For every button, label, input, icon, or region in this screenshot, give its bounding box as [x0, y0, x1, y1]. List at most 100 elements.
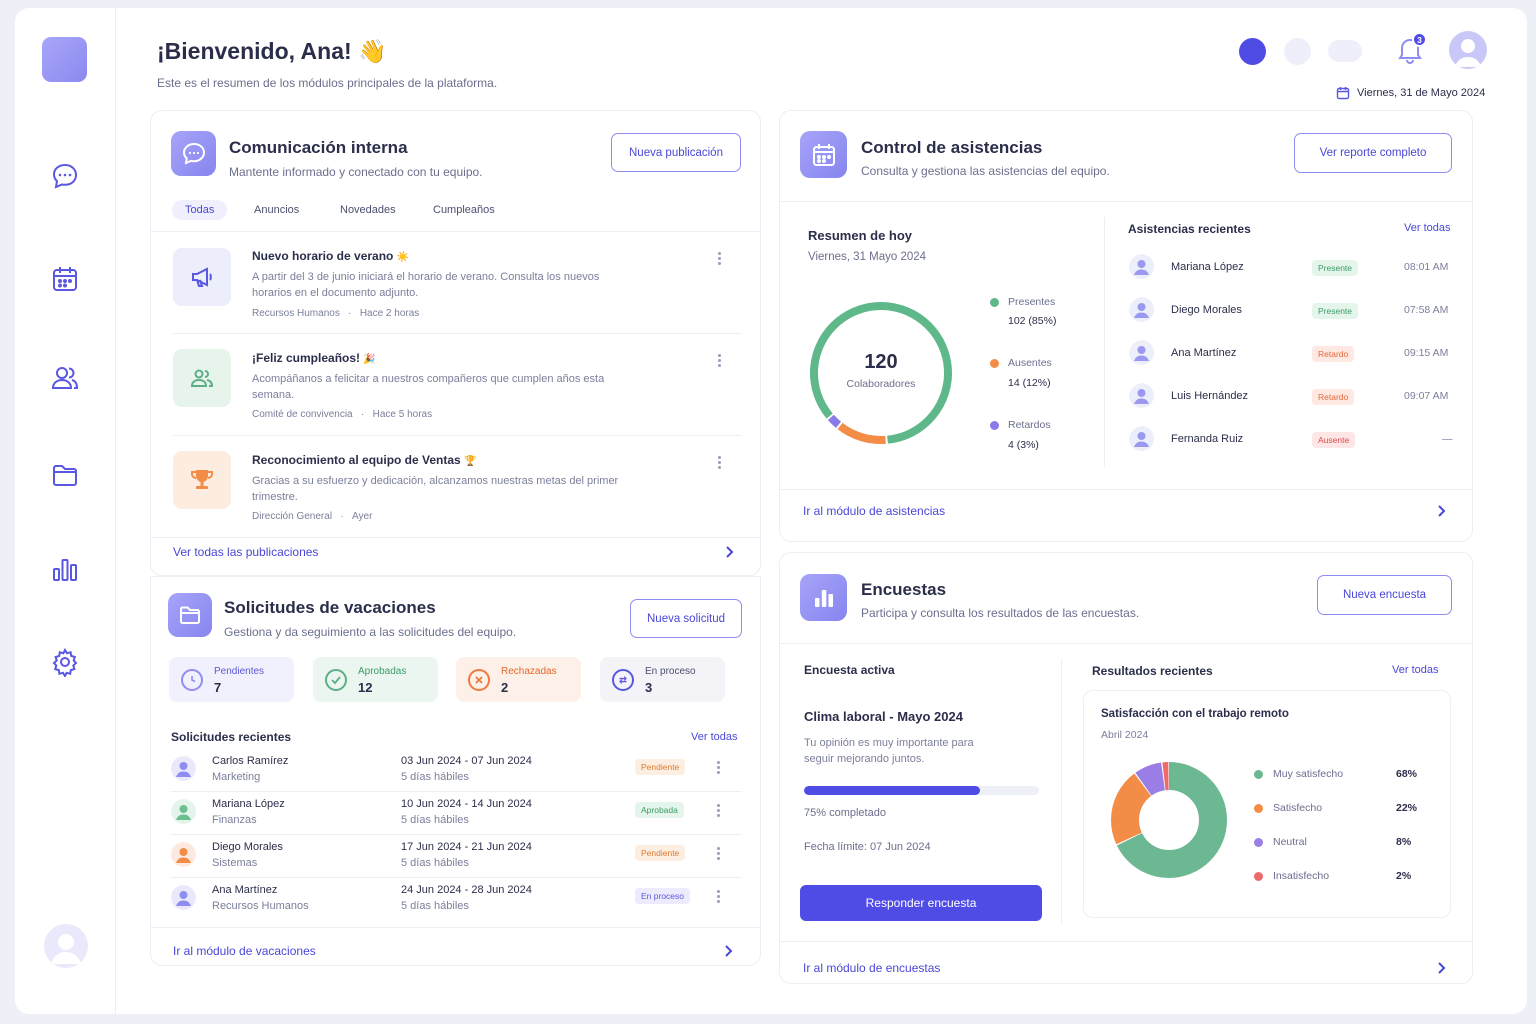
date-calendar-icon — [1336, 87, 1350, 100]
current-date: Viernes, 31 de Mayo 2024 — [1336, 86, 1485, 100]
summary-date: Viernes, 31 Mayo 2024 — [808, 251, 927, 263]
card-title: Control de asistencias — [861, 138, 1043, 157]
card-subtitle: Gestiona y da seguimiento a las solicitu… — [224, 625, 517, 639]
stat-pending[interactable]: Pendientes 7 — [169, 657, 294, 702]
toggle-pill[interactable] — [1328, 40, 1362, 62]
legend-dot — [1254, 838, 1263, 847]
header-avatar[interactable] — [1449, 31, 1487, 69]
bar-chart-icon — [800, 574, 847, 621]
card-title: Encuestas — [861, 580, 947, 599]
new-survey-button[interactable]: Nueva encuesta — [1317, 575, 1452, 615]
post-title[interactable]: Reconocimiento al equipo de Ventas 🏆 — [252, 453, 477, 467]
tab-novedades[interactable]: Novedades — [340, 204, 396, 216]
avatar — [1129, 297, 1157, 325]
wave-emoji: 👋 — [358, 38, 387, 64]
attendance-card: Control de asistencias Consulta y gestio… — [779, 110, 1473, 542]
bar-chart-icon[interactable] — [49, 553, 81, 585]
summary-title: Resumen de hoy — [808, 228, 913, 243]
see-all-results-link[interactable]: Ver todas — [1392, 664, 1439, 676]
people-icon — [173, 349, 231, 407]
card-title: Solicitudes de vacaciones — [224, 598, 436, 617]
gear-icon[interactable] — [49, 646, 81, 678]
tab-anuncios[interactable]: Anuncios — [254, 204, 300, 216]
status-badge: Pendiente — [635, 759, 686, 775]
attendance-time: 09:15 AM — [1404, 347, 1449, 359]
attendance-status-badge: Ausente — [1312, 432, 1356, 448]
avatar — [171, 799, 196, 824]
post-meta: Recursos Humanos · Hace 2 horas — [252, 308, 420, 319]
folder-icon[interactable] — [49, 459, 81, 491]
attendance-time: 08:01 AM — [1404, 261, 1449, 273]
request-name: Diego Morales — [212, 841, 283, 853]
see-all-requests-link[interactable]: Ver todas — [691, 731, 738, 743]
post-menu-icon[interactable] — [715, 353, 723, 369]
see-all-attendance-link[interactable]: Ver todas — [1404, 222, 1451, 234]
respond-survey-button[interactable]: Responder encuesta — [800, 885, 1042, 921]
theme-dot-primary[interactable] — [1239, 38, 1266, 65]
attendance-name: Luis Hernández — [1171, 390, 1249, 402]
x-circle-icon — [468, 669, 490, 691]
avatar — [1129, 383, 1157, 411]
post-title[interactable]: ¡Feliz cumpleaños! 🎉 — [252, 351, 376, 365]
theme-dot-light[interactable] — [1284, 38, 1311, 65]
attendance-name: Diego Morales — [1171, 304, 1242, 316]
users-icon[interactable] — [49, 362, 81, 394]
result-name: Satisfacción con el trabajo remoto — [1101, 708, 1289, 720]
legend-dot — [1254, 770, 1263, 779]
attendance-status-badge: Presente — [1312, 303, 1359, 319]
chevron-right-icon[interactable] — [1437, 504, 1447, 521]
attendance-time: — — [1442, 433, 1453, 445]
request-menu-icon[interactable] — [714, 846, 722, 862]
tab-cumpleanos[interactable]: Cumpleaños — [433, 204, 495, 216]
request-menu-icon[interactable] — [714, 760, 722, 776]
user-avatar[interactable] — [44, 924, 88, 968]
stat-approved[interactable]: Aprobadas 12 — [313, 657, 438, 702]
divider — [151, 231, 760, 232]
go-surveys-module-link[interactable]: Ir al módulo de encuestas — [803, 961, 941, 975]
avatar — [171, 756, 196, 781]
request-menu-icon[interactable] — [714, 803, 722, 819]
trophy-icon — [173, 451, 231, 509]
post-menu-icon[interactable] — [715, 455, 723, 471]
full-report-button[interactable]: Ver reporte completo — [1294, 133, 1452, 173]
see-all-posts-link[interactable]: Ver todas las publicaciones — [173, 545, 319, 559]
calendar-icon[interactable] — [49, 263, 81, 295]
sidebar — [15, 8, 116, 1014]
result-panel: Satisfacción con el trabajo remoto Abril… — [1083, 690, 1451, 918]
request-name: Carlos Ramírez — [212, 755, 289, 767]
request-menu-icon[interactable] — [714, 889, 722, 905]
post-body: Acompáñanos a felicitar a nuestros compa… — [252, 373, 605, 401]
request-days: 5 días hábiles — [401, 771, 469, 783]
chevron-right-icon[interactable] — [724, 944, 734, 961]
go-vacation-module-link[interactable]: Ir al módulo de vacaciones — [173, 944, 316, 958]
total-label: Colaboradores — [846, 378, 916, 390]
stat-rejected[interactable]: Rechazadas 2 — [456, 657, 581, 702]
app-logo[interactable] — [42, 37, 87, 82]
satisfaction-slice-1 — [1111, 762, 1227, 878]
request-dept: Sistemas — [212, 857, 258, 869]
megaphone-icon — [173, 248, 231, 306]
page-subtitle: Este es el resumen de los módulos princi… — [157, 76, 498, 90]
post-title[interactable]: Nuevo horario de verano ☀️ — [252, 249, 410, 263]
stat-in-progress[interactable]: ⇄ En proceso 3 — [600, 657, 725, 702]
communication-card: Comunicación interna Mantente informado … — [150, 110, 761, 576]
bell-icon[interactable]: 3 — [1397, 32, 1427, 67]
go-attendance-module-link[interactable]: Ir al módulo de asistencias — [803, 504, 946, 518]
chat-icon[interactable] — [49, 160, 81, 192]
attendance-time: 07:58 AM — [1404, 304, 1449, 316]
post-body: Gracias a su esfuerzo y dedicación, alca… — [252, 475, 619, 503]
attendance-time: 09:07 AM — [1404, 390, 1449, 402]
new-request-button[interactable]: Nueva solicitud — [630, 599, 742, 638]
recent-attendance-title: Asistencias recientes — [1128, 222, 1251, 236]
attendance-status-badge: Retardo — [1312, 346, 1355, 362]
request-range: 17 Jun 2024 - 21 Jun 2024 — [401, 841, 532, 853]
legend-label: Insatisfecho — [1273, 870, 1330, 882]
survey-progress-bar — [804, 786, 1039, 795]
post-menu-icon[interactable] — [715, 251, 723, 267]
chevron-right-icon[interactable] — [1437, 961, 1447, 978]
folder-icon — [168, 593, 212, 637]
chevron-right-icon[interactable] — [725, 545, 735, 562]
new-post-button[interactable]: Nueva publicación — [611, 133, 741, 172]
request-days: 5 días hábiles — [401, 900, 469, 912]
tab-todas[interactable]: Todas — [172, 200, 228, 220]
